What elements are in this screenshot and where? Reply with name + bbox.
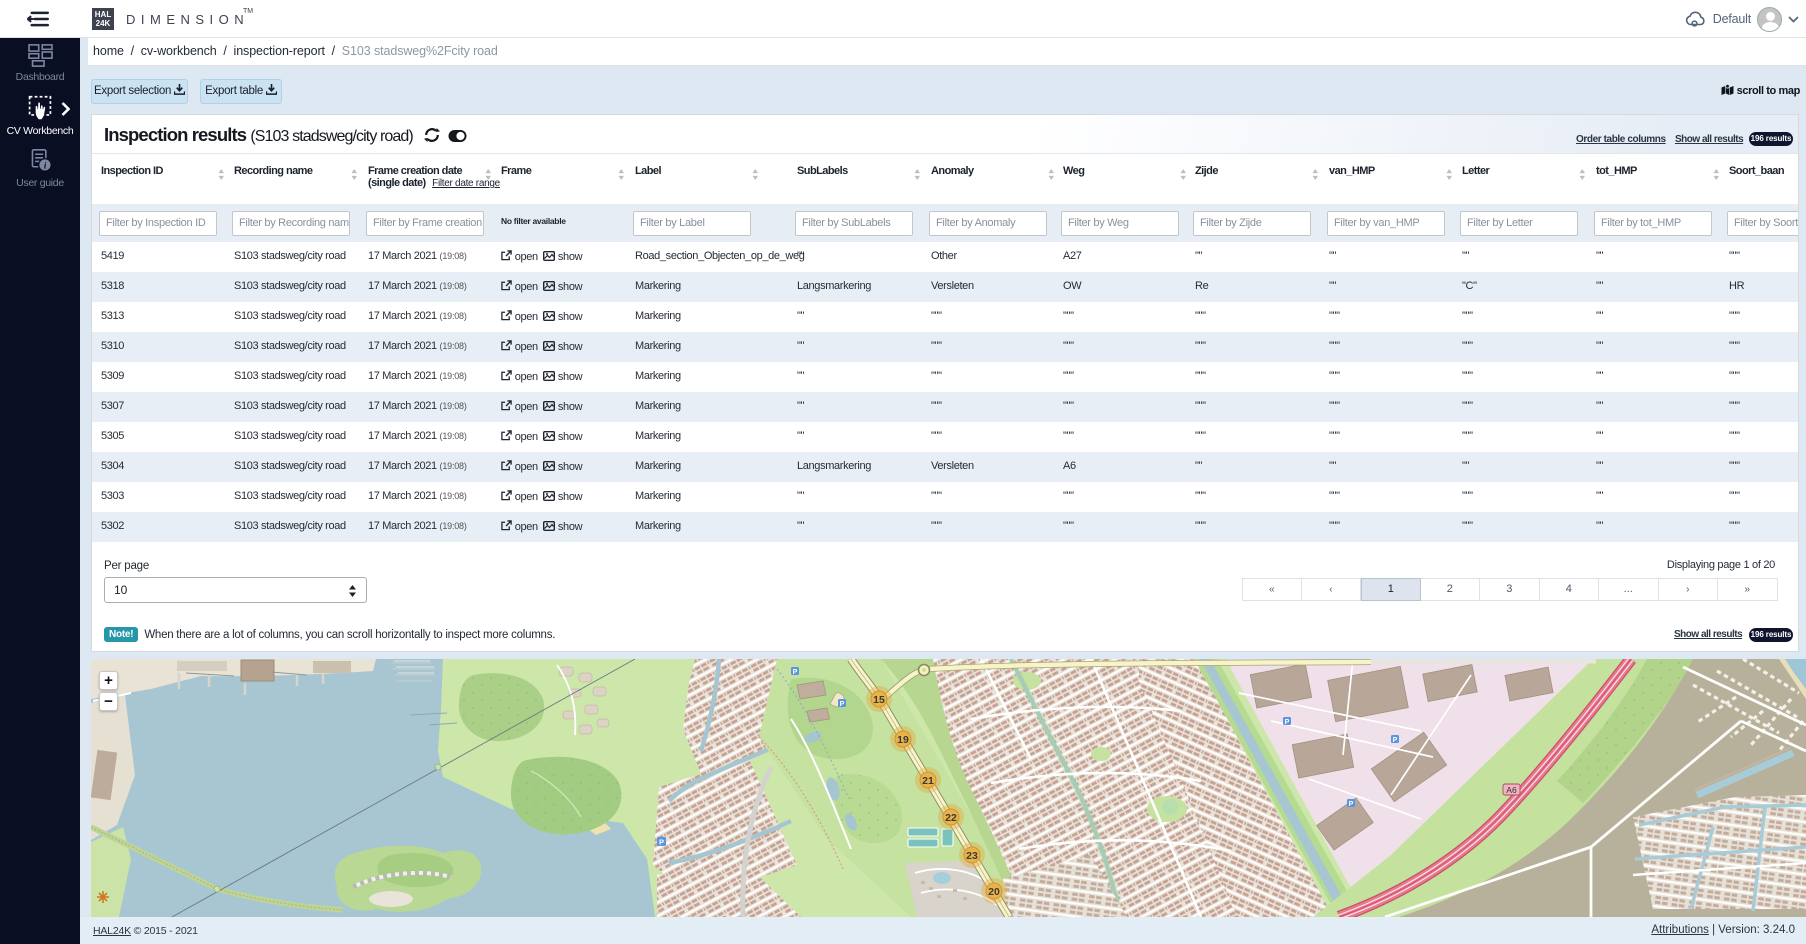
svg-text:P: P	[1349, 801, 1354, 808]
svg-text:P: P	[840, 701, 845, 708]
svg-text:15: 15	[873, 694, 885, 706]
svg-text:i: i	[43, 161, 46, 171]
svg-text:P: P	[659, 838, 664, 847]
svg-text:P: P	[793, 669, 798, 676]
svg-text:P: P	[1393, 737, 1398, 744]
svg-text:22: 22	[945, 812, 957, 824]
svg-text:19: 19	[897, 734, 909, 746]
svg-text:P: P	[1285, 719, 1290, 726]
svg-text:21: 21	[922, 775, 934, 787]
svg-text:A6: A6	[1506, 785, 1517, 795]
svg-text:20: 20	[988, 886, 1000, 898]
svg-text:23: 23	[966, 850, 978, 862]
